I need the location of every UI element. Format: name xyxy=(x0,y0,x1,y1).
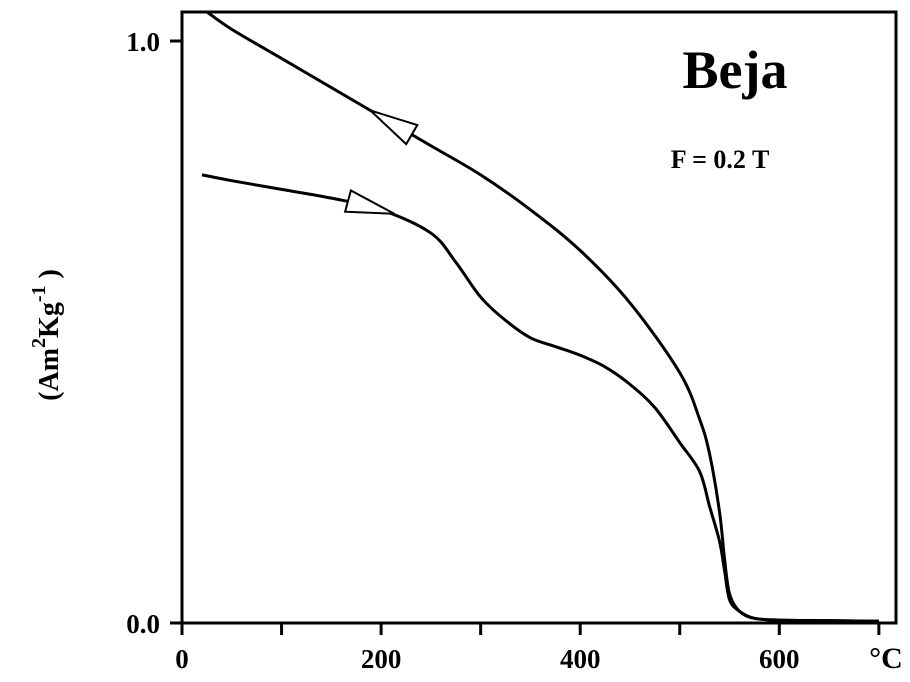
y-axis-label-prefix: (Am xyxy=(34,348,65,401)
chart-subtitle: F = 0.2 T xyxy=(671,145,770,174)
y-axis-label: (Am2Kg-1 ) xyxy=(28,269,65,401)
direction-arrow-heating xyxy=(343,189,395,215)
x-axis-label: °C xyxy=(869,642,903,675)
chart-title: Beja xyxy=(683,40,788,100)
x-tick-label-600: 600 xyxy=(759,644,800,674)
y-tick-label-1: 1.0 xyxy=(126,27,160,57)
y-axis-label-suffix: ) xyxy=(34,269,65,285)
plot-frame xyxy=(180,10,898,625)
x-tick-label-200: 200 xyxy=(361,644,402,674)
x-tick-label-0: 0 xyxy=(175,644,189,674)
direction-arrow-cooling xyxy=(369,109,419,146)
series-line-cooling xyxy=(206,10,879,623)
series-line-heating xyxy=(201,173,879,623)
y-axis-label-mid: Kg xyxy=(34,302,65,338)
y-axis-label-sup1: 2 xyxy=(28,338,50,348)
y-axis-label-sup2: -1 xyxy=(28,286,50,303)
x-tick-label-400: 400 xyxy=(560,644,601,674)
y-tick-label-0: 0.0 xyxy=(126,609,160,639)
